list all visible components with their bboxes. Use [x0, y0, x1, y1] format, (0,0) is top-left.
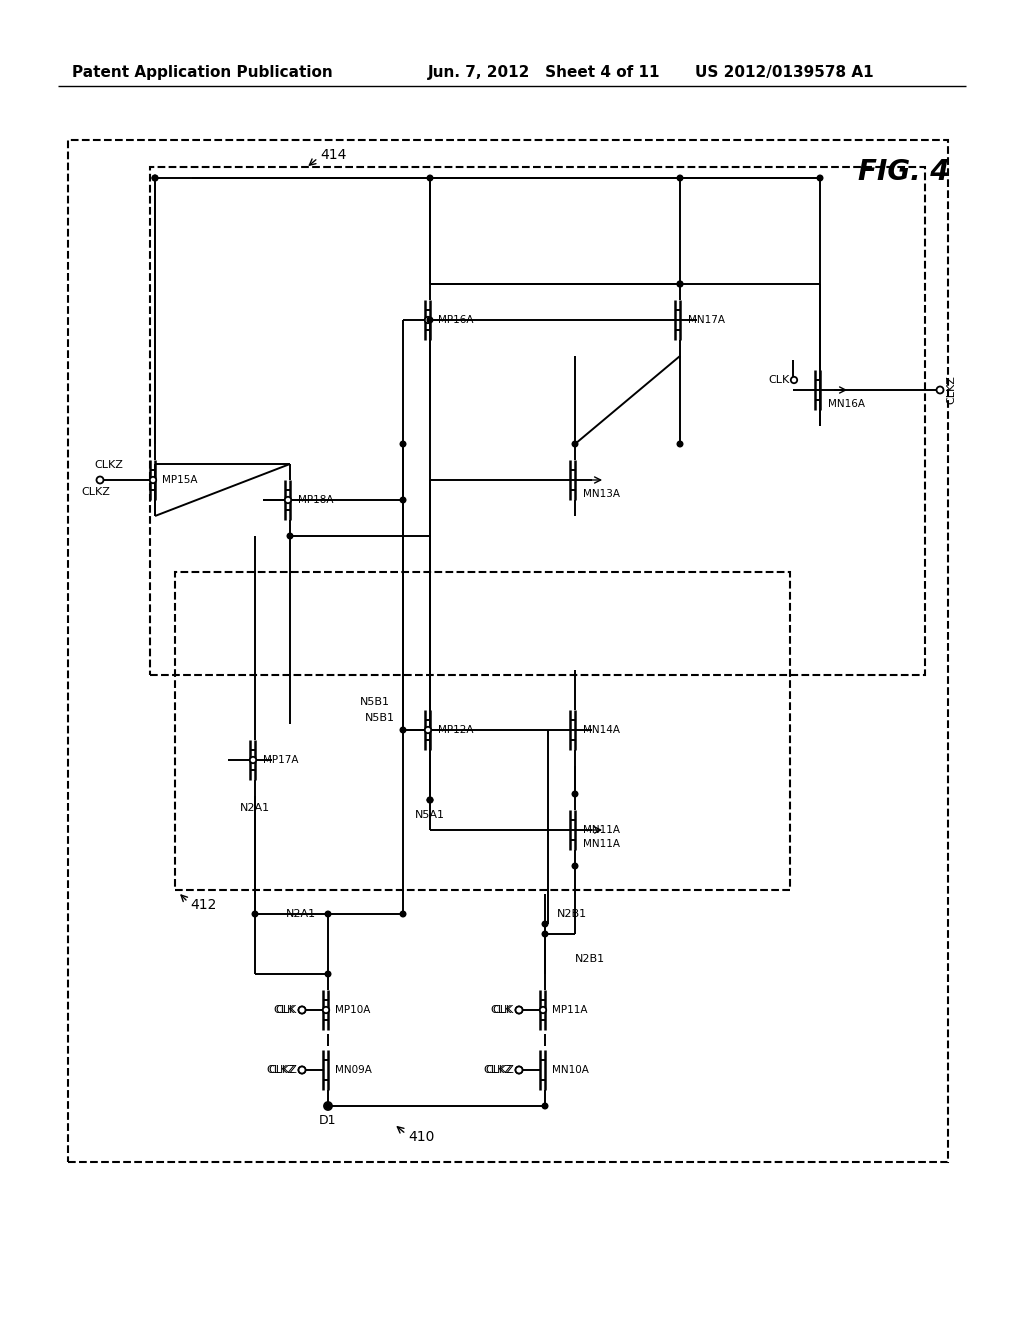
Circle shape: [427, 797, 433, 803]
Text: MP11A: MP11A: [552, 1005, 588, 1015]
Text: 414: 414: [319, 148, 346, 162]
Text: N2B1: N2B1: [557, 909, 587, 919]
Text: CLKZ: CLKZ: [268, 1065, 297, 1074]
Text: MN17A: MN17A: [688, 315, 725, 325]
Text: MP10A: MP10A: [335, 1005, 371, 1015]
Text: CLK: CLK: [273, 1005, 295, 1015]
Text: Jun. 7, 2012   Sheet 4 of 11: Jun. 7, 2012 Sheet 4 of 11: [428, 66, 660, 81]
Text: 410: 410: [408, 1130, 434, 1144]
Circle shape: [515, 1067, 522, 1073]
Circle shape: [817, 176, 823, 181]
Circle shape: [150, 477, 157, 483]
Text: CLK: CLK: [490, 1005, 512, 1015]
Text: MP12A: MP12A: [438, 725, 473, 735]
Text: CLK: CLK: [275, 1005, 297, 1015]
Circle shape: [400, 727, 406, 733]
Circle shape: [324, 1102, 332, 1110]
Text: MP17A: MP17A: [263, 755, 299, 766]
Text: N5B1: N5B1: [365, 713, 395, 723]
Text: FIG. 4: FIG. 4: [858, 158, 949, 186]
Text: MN14A: MN14A: [583, 725, 620, 735]
Circle shape: [285, 496, 291, 503]
Text: MP18A: MP18A: [298, 495, 334, 506]
Text: N2A1: N2A1: [286, 909, 316, 919]
Circle shape: [299, 1006, 305, 1014]
Text: N2A1: N2A1: [240, 803, 270, 813]
Circle shape: [427, 797, 433, 803]
Circle shape: [677, 176, 683, 181]
Text: CLKZ: CLKZ: [82, 487, 111, 498]
Text: N5B1: N5B1: [360, 697, 390, 708]
Circle shape: [572, 791, 578, 797]
Text: CLKZ: CLKZ: [485, 1065, 514, 1074]
Circle shape: [791, 376, 798, 383]
Circle shape: [542, 931, 548, 937]
Bar: [150, 168, 925, 675]
Circle shape: [427, 317, 433, 323]
Text: MN09A: MN09A: [335, 1065, 372, 1074]
Circle shape: [542, 921, 548, 927]
Bar: [175, 572, 790, 890]
Circle shape: [542, 1104, 548, 1109]
Circle shape: [326, 911, 331, 917]
Circle shape: [427, 176, 433, 181]
Circle shape: [540, 1007, 546, 1014]
Text: CLKZ: CLKZ: [483, 1065, 512, 1074]
Text: US 2012/0139578 A1: US 2012/0139578 A1: [695, 66, 873, 81]
Circle shape: [677, 441, 683, 446]
Circle shape: [515, 1067, 522, 1073]
Circle shape: [400, 441, 406, 446]
Text: N5A1: N5A1: [415, 810, 445, 820]
Text: MN13A: MN13A: [583, 488, 620, 499]
Circle shape: [326, 972, 331, 977]
Circle shape: [153, 176, 158, 181]
Circle shape: [287, 533, 293, 539]
Text: MN10A: MN10A: [552, 1065, 589, 1074]
Text: CLKZ: CLKZ: [94, 459, 123, 470]
Text: Patent Application Publication: Patent Application Publication: [72, 66, 333, 81]
Circle shape: [515, 1006, 522, 1014]
Text: CLK: CLK: [769, 375, 790, 385]
Circle shape: [677, 281, 683, 286]
Circle shape: [425, 727, 431, 733]
Text: CLKZ: CLKZ: [266, 1065, 295, 1074]
Text: CLK: CLK: [493, 1005, 514, 1015]
Circle shape: [299, 1006, 305, 1014]
Circle shape: [937, 387, 943, 393]
Text: D1: D1: [319, 1114, 337, 1127]
Circle shape: [677, 281, 683, 286]
Bar: [68, 140, 948, 1162]
Text: MP16A: MP16A: [438, 315, 473, 325]
Circle shape: [153, 176, 158, 181]
Text: MN11A: MN11A: [583, 840, 620, 849]
Circle shape: [326, 1104, 331, 1109]
Circle shape: [572, 863, 578, 869]
Text: 412: 412: [190, 898, 216, 912]
Circle shape: [400, 911, 406, 917]
Text: N2B1: N2B1: [575, 954, 605, 964]
Circle shape: [323, 1007, 329, 1014]
Circle shape: [299, 1067, 305, 1073]
Circle shape: [515, 1006, 522, 1014]
Text: MN16A: MN16A: [828, 399, 865, 409]
Circle shape: [299, 1067, 305, 1073]
Circle shape: [425, 317, 431, 323]
Circle shape: [400, 498, 406, 503]
Text: MP15A: MP15A: [162, 475, 198, 484]
Circle shape: [96, 477, 103, 483]
Circle shape: [250, 756, 256, 763]
Circle shape: [252, 911, 258, 917]
Text: MN11A: MN11A: [583, 825, 620, 836]
Circle shape: [572, 441, 578, 446]
Text: CLKZ: CLKZ: [946, 376, 956, 404]
